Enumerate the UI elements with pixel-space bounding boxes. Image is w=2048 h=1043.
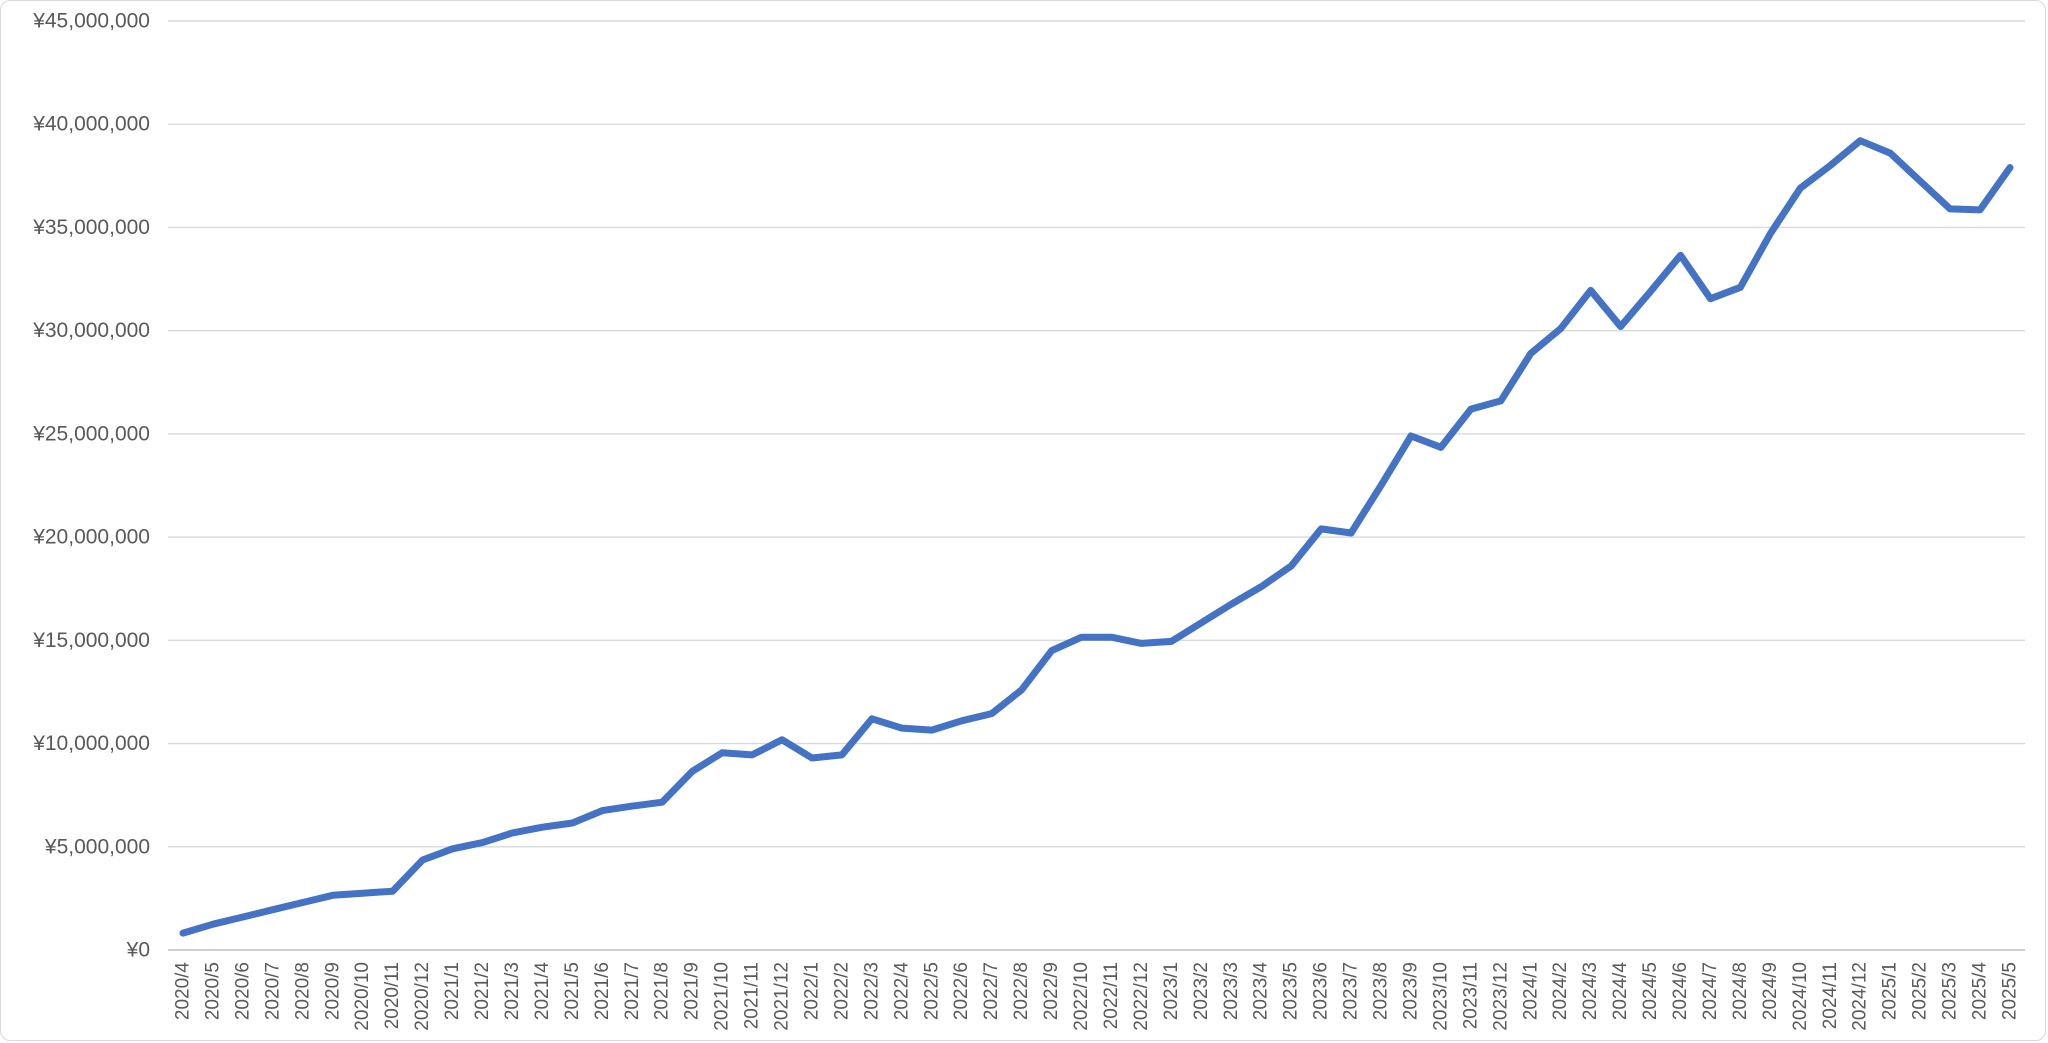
x-axis-tick-label: 2021/1 (442, 962, 463, 1020)
x-axis-tick-label: 2020/8 (292, 962, 313, 1020)
x-axis-tick-label: 2022/4 (891, 962, 912, 1021)
x-axis-tick-label: 2025/5 (2000, 962, 2021, 1020)
x-axis-tick-label: 2024/4 (1610, 962, 1631, 1021)
x-axis-tick-label: 2021/9 (682, 962, 703, 1020)
y-axis-tick-label: ¥35,000,000 (32, 216, 150, 239)
x-axis-tick-label: 2023/12 (1490, 962, 1511, 1031)
x-axis-tick-label: 2022/6 (951, 962, 972, 1020)
x-axis-tick-label: 2024/6 (1670, 962, 1691, 1020)
x-axis-tick-label: 2022/2 (831, 962, 852, 1020)
x-axis-tick-label: 2021/2 (472, 962, 493, 1020)
x-axis-tick-label: 2020/5 (202, 962, 223, 1020)
x-axis-tick-label: 2023/11 (1460, 962, 1481, 1029)
x-axis-tick-label: 2022/12 (1131, 962, 1152, 1031)
x-axis-tick-label: 2024/1 (1520, 962, 1541, 1020)
x-axis-tick-label: 2023/7 (1341, 962, 1362, 1020)
x-axis-tick-label: 2021/4 (532, 962, 553, 1021)
x-axis-tick-label: 2021/12 (772, 962, 793, 1031)
x-axis-tick-label: 2023/4 (1251, 962, 1272, 1021)
x-axis-tick-label: 2021/7 (622, 962, 643, 1020)
x-axis-tick-label: 2024/9 (1760, 962, 1781, 1020)
x-axis-tick-label: 2021/6 (592, 962, 613, 1020)
x-axis-tick-label: 2022/3 (861, 962, 882, 1020)
y-axis-tick-label: ¥15,000,000 (32, 629, 150, 652)
x-axis-tick-label: 2025/2 (1910, 962, 1931, 1020)
y-axis-tick-label: ¥10,000,000 (32, 732, 150, 755)
y-axis-tick-label: ¥20,000,000 (32, 526, 150, 549)
x-axis-tick-label: 2020/7 (262, 962, 283, 1020)
x-axis-tick-label: 2021/3 (502, 962, 523, 1020)
x-axis-tick-label: 2020/9 (322, 962, 343, 1020)
x-axis-tick-label: 2020/4 (173, 962, 194, 1021)
x-axis-tick-label: 2024/10 (1790, 962, 1811, 1031)
x-axis-tick-label: 2022/7 (981, 962, 1002, 1020)
x-axis-tick-label: 2021/5 (562, 962, 583, 1020)
x-axis-tick-label: 2024/5 (1640, 962, 1661, 1020)
x-axis-tick-label: 2023/9 (1400, 962, 1421, 1020)
x-axis-tick-label: 2021/11 (742, 962, 763, 1029)
series-line (179, 137, 2014, 937)
x-axis-tick-label: 2021/8 (652, 962, 673, 1020)
x-axis-tick-label: 2021/10 (712, 962, 733, 1031)
x-axis-tick-label: 2022/5 (921, 962, 942, 1020)
y-axis-tick-label: ¥25,000,000 (32, 422, 150, 445)
x-axis-tick-label: 2022/11 (1101, 962, 1122, 1029)
y-axis-tick-label: ¥30,000,000 (32, 319, 150, 342)
x-axis-tick-label: 2020/6 (232, 962, 253, 1020)
x-axis-tick-label: 2020/12 (412, 962, 433, 1031)
x-axis-tick-label: 2023/2 (1191, 962, 1212, 1020)
x-axis-tick-label: 2025/4 (1970, 962, 1991, 1021)
x-axis-tick-label: 2024/12 (1850, 962, 1871, 1031)
x-axis-tick-label: 2024/7 (1700, 962, 1721, 1020)
x-axis-tick-label: 2024/2 (1550, 962, 1571, 1020)
y-axis-tick-label: ¥0 (126, 939, 150, 962)
x-axis-tick-label: 2023/5 (1281, 962, 1302, 1020)
x-axis-tick-label: 2022/8 (1011, 962, 1032, 1020)
x-axis-tick-label: 2023/3 (1221, 962, 1242, 1020)
x-axis-tick-label: 2023/6 (1311, 962, 1332, 1020)
x-axis-tick-label: 2023/8 (1371, 962, 1392, 1020)
x-axis-tick-label: 2024/8 (1730, 962, 1751, 1020)
x-axis-tick-label: 2022/1 (801, 962, 822, 1020)
x-axis-tick-label: 2023/1 (1161, 962, 1182, 1020)
x-axis-tick-label: 2023/10 (1430, 962, 1451, 1031)
x-axis-tick-label: 2020/11 (382, 962, 403, 1029)
x-axis-tick-label: 2024/3 (1580, 962, 1601, 1020)
x-axis-tick-label: 2022/10 (1071, 962, 1092, 1031)
x-axis-tick-label: 2025/3 (1940, 962, 1961, 1020)
y-axis-tick-label: ¥40,000,000 (32, 113, 150, 136)
x-axis-tick-label: 2024/11 (1820, 962, 1841, 1029)
x-axis-tick-label: 2022/9 (1041, 962, 1062, 1020)
y-axis-tick-label: ¥5,000,000 (44, 835, 150, 858)
x-axis-tick-label: 2025/1 (1880, 962, 1901, 1020)
x-axis-tick-label: 2020/10 (352, 962, 373, 1031)
y-axis-tick-label: ¥45,000,000 (32, 10, 150, 33)
